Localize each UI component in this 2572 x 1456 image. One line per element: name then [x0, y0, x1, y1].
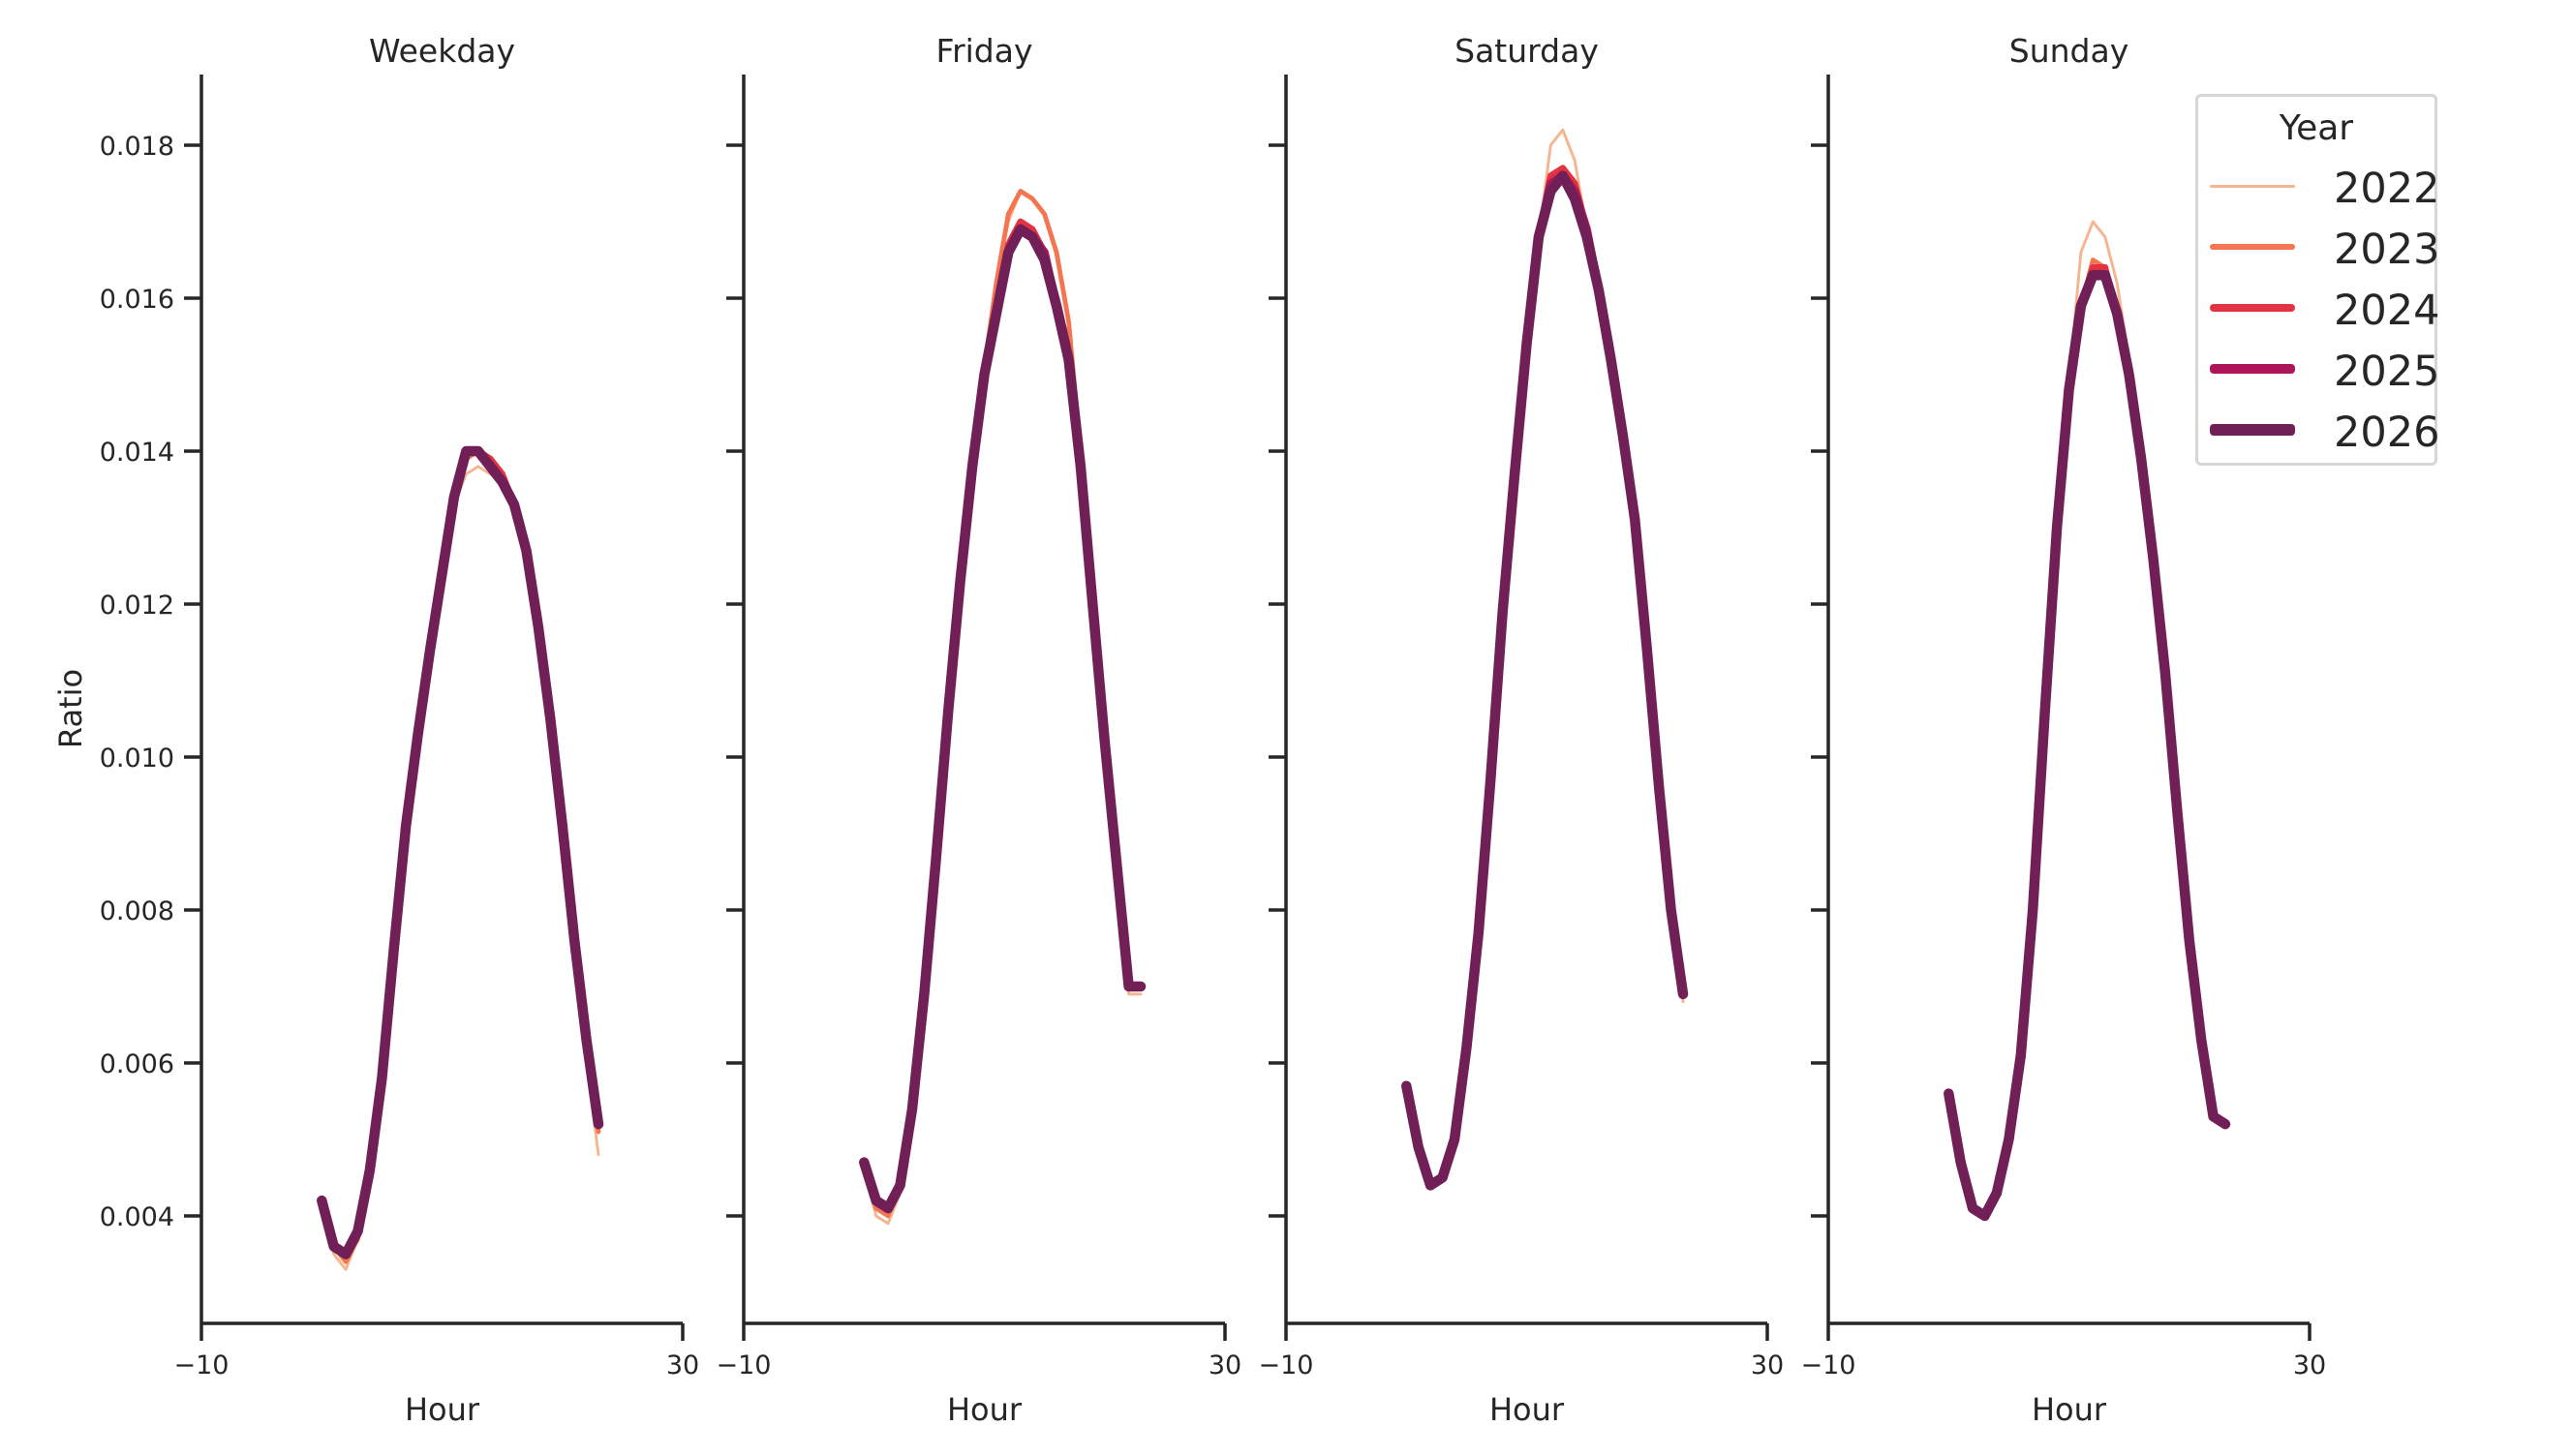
series-line-2025	[317, 446, 603, 1259]
y-tick-label: 0.014	[100, 438, 174, 468]
y-tick-label: 0.010	[100, 743, 174, 774]
panel-weekday: Weekday 0.004 0.006 0.008 0.010 0.012 0.014 0.0…	[100, 32, 699, 1428]
y-axis-label: Ratio	[52, 669, 89, 748]
x-tick-label: 30	[666, 1350, 699, 1380]
series-line-2024	[318, 447, 602, 1258]
x-axis-label: Hour	[947, 1391, 1023, 1428]
panel-title: Weekday	[369, 32, 515, 70]
legend-label-2025: 2025	[2334, 348, 2440, 396]
y-tick-label: 0.016	[100, 285, 174, 315]
x-axis-label: Hour	[1489, 1391, 1565, 1428]
panel-saturday: Saturday −10 30 Hour	[1259, 32, 1785, 1428]
panel-title: Sunday	[2009, 32, 2128, 70]
y-tick-label: 0.006	[100, 1049, 174, 1079]
legend-title: Year	[2279, 108, 2354, 148]
legend-label-2022: 2022	[2334, 165, 2440, 213]
x-tick-label: −10	[174, 1350, 230, 1380]
series-line-2023	[1945, 258, 2228, 1219]
legend-item-2024: 2024	[2210, 287, 2439, 335]
x-tick-label: 30	[2293, 1350, 2326, 1380]
y-tick-label: 0.008	[100, 896, 174, 926]
series-line-2024	[1402, 165, 1687, 1189]
legend-swatch-2025	[2210, 364, 2295, 374]
panel-title: Friday	[935, 32, 1032, 70]
series-line-2025	[1944, 270, 2230, 1221]
series-line-2025	[1402, 171, 1688, 1190]
y-tick-label: 0.012	[100, 591, 174, 621]
panel-friday: Friday −10 30 Hour	[717, 32, 1242, 1428]
legend-item-2023: 2023	[2210, 226, 2439, 274]
series-line-2023	[1403, 166, 1686, 1188]
x-axis-label: Hour	[2032, 1391, 2107, 1428]
legend: Year 2022 2023 2024 2025 2026	[2195, 94, 2439, 466]
legend-item-2026: 2026	[2210, 409, 2439, 457]
legend-swatch-2024	[2210, 304, 2295, 312]
legend-label-2023: 2023	[2334, 226, 2440, 274]
series-line-2026	[1944, 270, 2231, 1222]
legend-swatch-2022	[2210, 184, 2295, 188]
legend-item-2022: 2022	[2210, 165, 2439, 213]
legend-label-2024: 2024	[2334, 287, 2440, 335]
y-tick-label: 0.004	[100, 1202, 174, 1232]
x-tick-label: 30	[1209, 1350, 1241, 1380]
series-line-2026	[859, 224, 1147, 1214]
series-line-2026	[1401, 170, 1689, 1191]
x-tick-label: −10	[717, 1350, 772, 1380]
x-tick-label: −10	[1259, 1350, 1314, 1380]
series-line-2023	[319, 448, 601, 1264]
legend-swatch-2023	[2210, 244, 2295, 250]
legend-label-2026: 2026	[2334, 409, 2440, 457]
panel-title: Saturday	[1454, 32, 1599, 70]
series-line-2026	[317, 445, 604, 1259]
legend-swatch-2026	[2210, 424, 2295, 436]
series-line-2022	[1404, 128, 1685, 1187]
panel-sunday: Sunday −10 30 Hour	[1801, 32, 2327, 1428]
legend-item-2025: 2025	[2210, 348, 2439, 396]
series-line-2024	[1944, 264, 2229, 1220]
x-axis-label: Hour	[405, 1391, 480, 1428]
y-tick-label: 0.018	[100, 132, 174, 162]
x-tick-label: −10	[1801, 1350, 1856, 1380]
x-tick-label: 30	[1751, 1350, 1784, 1380]
series-line-2022	[1946, 220, 2227, 1218]
panels-layer: Weekday 0.004 0.006 0.008 0.010 0.012 0.014 0.0…	[100, 32, 2326, 1428]
series-line-2022	[320, 465, 600, 1271]
